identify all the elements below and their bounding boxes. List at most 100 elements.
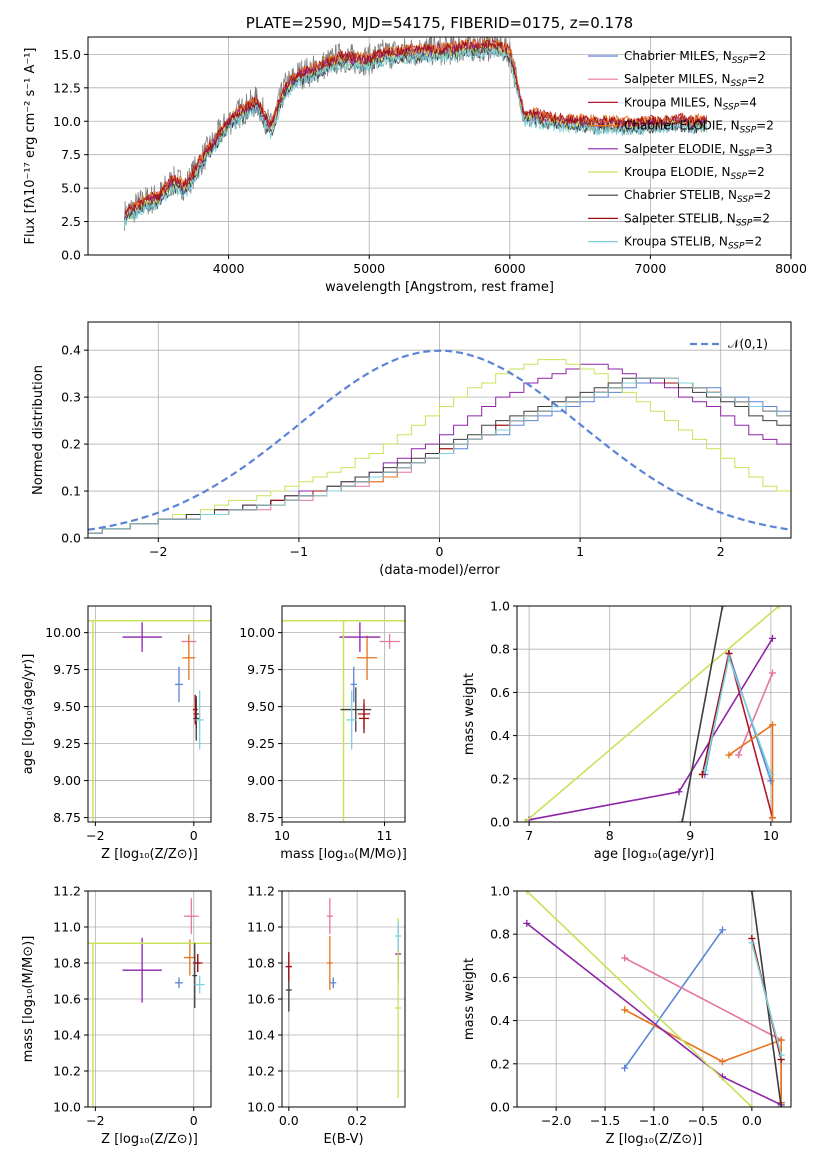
y-tick-label: 0.4 bbox=[490, 728, 510, 743]
weight-marker bbox=[768, 721, 776, 729]
errorbar-point bbox=[379, 634, 400, 649]
mass_vs_Z-plot-area bbox=[88, 898, 211, 1107]
age_vs_mass-panel: 10 11 8.75 9.00 9.25 9.50 9.75 10.00 mass [log₁₀… bbox=[239, 605, 407, 862]
y-tick-label: 5.0 bbox=[61, 181, 81, 196]
y-tick-label: 10.2 bbox=[247, 1064, 275, 1079]
axes-frame bbox=[516, 890, 792, 1108]
errorbar-point bbox=[195, 690, 204, 750]
residuals-plot-area bbox=[88, 349, 791, 538]
weight-marker bbox=[719, 926, 726, 934]
y-tick-label: 10.8 bbox=[53, 956, 81, 971]
y-axis-label: mass weight bbox=[462, 958, 477, 1040]
x-axis-label: E(B-V) bbox=[323, 1132, 363, 1147]
x-tick-label: 8 bbox=[606, 828, 614, 843]
x-tick-label: 5000 bbox=[353, 261, 385, 276]
x-tick-label: −1.0 bbox=[639, 1113, 669, 1128]
y-tick-label: 10.8 bbox=[247, 956, 275, 971]
legend-entry: Chabrier STELIB, NSSP=2 bbox=[624, 188, 771, 205]
errorbar-point bbox=[194, 975, 205, 994]
x-tick-label: 8000 bbox=[775, 261, 807, 276]
legend-entry: Kroupa MILES, NSSP=4 bbox=[624, 95, 757, 112]
x-tick-label: 7000 bbox=[634, 261, 666, 276]
weight_vs_age-plot-area bbox=[521, 606, 783, 822]
y-tick-label: 0.4 bbox=[61, 343, 81, 358]
weight-line bbox=[526, 891, 753, 1107]
errorbar-point bbox=[326, 936, 333, 990]
weight-line bbox=[623, 929, 724, 1069]
spectrum-plot-area bbox=[124, 37, 707, 231]
axes-frame bbox=[281, 605, 406, 823]
weight-line bbox=[624, 1009, 782, 1103]
errorbar-point bbox=[282, 620, 405, 822]
y-tick-label: 11.2 bbox=[53, 884, 81, 899]
y-tick-label: 0.2 bbox=[61, 437, 81, 452]
y-tick-label: 0.0 bbox=[490, 815, 510, 830]
weight-marker bbox=[701, 766, 709, 774]
weight-marker bbox=[777, 1103, 785, 1107]
weight-marker bbox=[521, 818, 529, 822]
errorbar-point bbox=[358, 703, 370, 734]
weight-marker bbox=[523, 891, 531, 895]
y-tick-label: 10.00 bbox=[239, 625, 275, 640]
x-tick-label: 11 bbox=[377, 828, 393, 843]
weight-marker bbox=[719, 1058, 726, 1066]
weight-marker bbox=[621, 1064, 629, 1072]
x-tick-label: 10 bbox=[274, 828, 290, 843]
y-tick-label: 9.00 bbox=[247, 773, 275, 788]
y-tick-label: 11.0 bbox=[53, 920, 81, 935]
weight-marker bbox=[621, 954, 629, 962]
y-tick-label: 9.50 bbox=[247, 699, 275, 714]
y-tick-label: 2.5 bbox=[61, 214, 81, 229]
y-tick-label: 0.1 bbox=[61, 484, 81, 499]
x-axis-label: age [log₁₀(age/yr)] bbox=[594, 847, 715, 862]
legend-entry: Salpeter STELIB, NSSP=2 bbox=[624, 211, 770, 228]
errorbar-point bbox=[175, 666, 183, 703]
legend-entry: Salpeter MILES, NSSP=2 bbox=[624, 72, 765, 89]
weight-line bbox=[751, 942, 782, 1056]
weight-marker bbox=[678, 818, 686, 822]
weight-marker bbox=[675, 788, 683, 796]
mass_vs_EBV-panel: 0.0 0.2 10.0 10.2 10.4 10.6 10.8 11.0 11.2 E(B-V) bbox=[247, 884, 406, 1147]
weight-marker bbox=[725, 654, 733, 662]
residuals-panel: −2 −1 0 1 2 0.0 0.1 0.2 0.3 0.4 (data-model)/error… bbox=[31, 321, 792, 578]
errorbar-point bbox=[183, 939, 196, 976]
legend-entry: Chabrier MILES, NSSP=2 bbox=[624, 49, 766, 66]
y-tick-label: 0.8 bbox=[490, 642, 510, 657]
y-tick-label: 11.0 bbox=[247, 920, 275, 935]
errorbar-point bbox=[192, 694, 198, 725]
errorbar-point bbox=[195, 954, 201, 972]
model-spectrum-line bbox=[124, 39, 707, 220]
x-tick-label: −1 bbox=[290, 544, 308, 559]
y-tick-label: 0.6 bbox=[490, 970, 510, 985]
weight-marker bbox=[748, 1103, 756, 1107]
legend: Chabrier MILES, NSSP=2 Salpeter MILES, NS… bbox=[588, 49, 774, 252]
errorbar-point bbox=[192, 943, 198, 1008]
x-tick-label: 0.0 bbox=[279, 1113, 299, 1128]
model-spectrum-line bbox=[124, 47, 707, 228]
y-tick-label: 10.0 bbox=[247, 1100, 275, 1115]
errorbar-point bbox=[339, 622, 381, 652]
x-tick-label: 2 bbox=[717, 544, 725, 559]
weight-marker bbox=[768, 634, 776, 642]
errorbar-point bbox=[88, 942, 211, 1107]
weight-marker bbox=[719, 606, 726, 610]
weight-marker bbox=[748, 939, 756, 947]
axes-frame bbox=[281, 890, 406, 1108]
y-axis-label: mass [log₁₀(M/M⊙)] bbox=[21, 936, 36, 1063]
weight-marker bbox=[698, 770, 706, 778]
x-tick-label: −2.0 bbox=[541, 1113, 571, 1128]
y-tick-label: 10.4 bbox=[53, 1028, 81, 1043]
weight-marker bbox=[735, 751, 743, 759]
chart-title: PLATE=2590, MJD=54175, FIBERID=0175, z=0… bbox=[246, 14, 633, 32]
age_vs_Z-panel: −2 0 8.75 9.00 9.25 9.50 9.75 10.00 Z [log₁₀(Z/Z… bbox=[21, 605, 212, 862]
legend-entry: Chabrier ELODIE, NSSP=2 bbox=[624, 119, 774, 136]
x-axis-label: Z [log₁₀(Z/Z⊙)] bbox=[101, 847, 198, 862]
x-tick-label: 0.2 bbox=[347, 1113, 367, 1128]
weight_vs_Z-panel: −2.0 −1.5 −1.0 −0.5 0.0 0.0 0.2 0.4 0.6 0.8 1.0 Z [… bbox=[462, 884, 792, 1147]
x-axis-label: Z [log₁₀(Z/Z⊙)] bbox=[606, 1132, 703, 1147]
x-tick-label: 0.0 bbox=[742, 1113, 762, 1128]
y-tick-label: 10.6 bbox=[247, 992, 275, 1007]
y-tick-label: 9.25 bbox=[247, 736, 275, 751]
errorbar-point bbox=[350, 666, 357, 703]
